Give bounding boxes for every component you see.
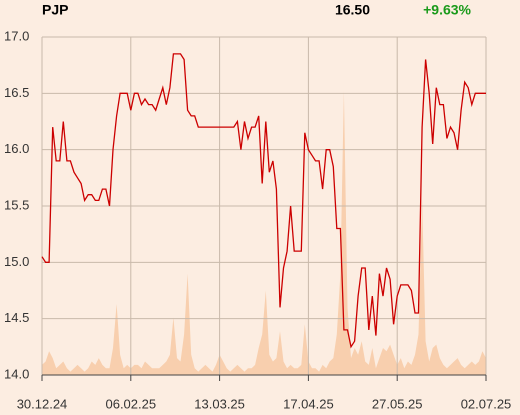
y-tick-label: 16.5 <box>4 85 29 100</box>
y-tick-label: 15.0 <box>4 254 29 269</box>
y-tick-label: 14.5 <box>4 310 29 325</box>
ticker: PJP <box>42 2 68 18</box>
x-tick-label: 02.07.25 <box>461 396 512 411</box>
x-tick-label: 30.12.24 <box>17 396 68 411</box>
x-tick-label: 27.05.25 <box>372 396 423 411</box>
y-tick-label: 16.0 <box>4 141 29 156</box>
change: +9.63% <box>423 2 471 18</box>
last-price: 16.50 <box>335 2 370 18</box>
y-tick-label: 14.0 <box>4 366 29 381</box>
y-tick-label: 15.5 <box>4 197 29 212</box>
x-tick-label: 06.02.25 <box>105 396 156 411</box>
price-line <box>41 53 486 349</box>
x-tick-label: 13.03.25 <box>194 396 245 411</box>
y-tick-label: 17.0 <box>4 28 29 43</box>
x-tick-label: 17.04.25 <box>283 396 334 411</box>
